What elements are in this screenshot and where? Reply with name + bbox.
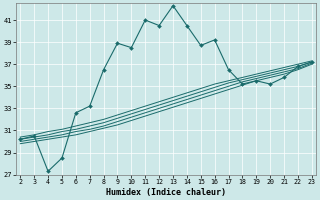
X-axis label: Humidex (Indice chaleur): Humidex (Indice chaleur) bbox=[106, 188, 226, 197]
